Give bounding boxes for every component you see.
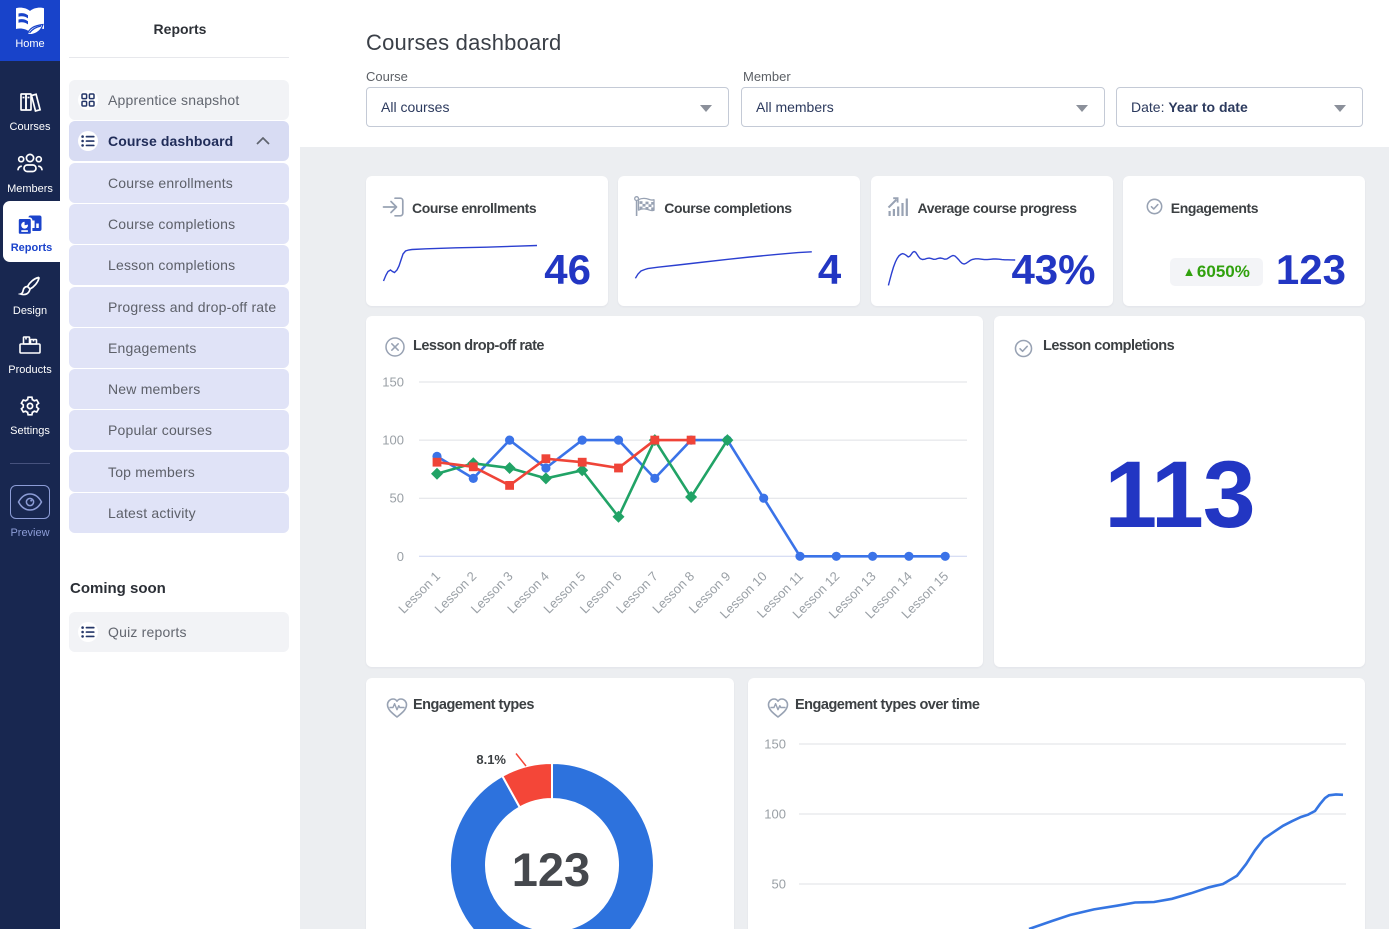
svg-text:150: 150: [382, 375, 404, 390]
svg-text:0: 0: [397, 549, 404, 564]
svg-text:8.1%: 8.1%: [476, 752, 506, 767]
svg-text:50: 50: [390, 491, 404, 506]
svg-text:100: 100: [382, 433, 404, 448]
svg-text:100: 100: [764, 807, 786, 822]
svg-text:150: 150: [764, 737, 786, 752]
svg-text:123: 123: [512, 843, 590, 896]
svg-text:50: 50: [772, 877, 786, 892]
